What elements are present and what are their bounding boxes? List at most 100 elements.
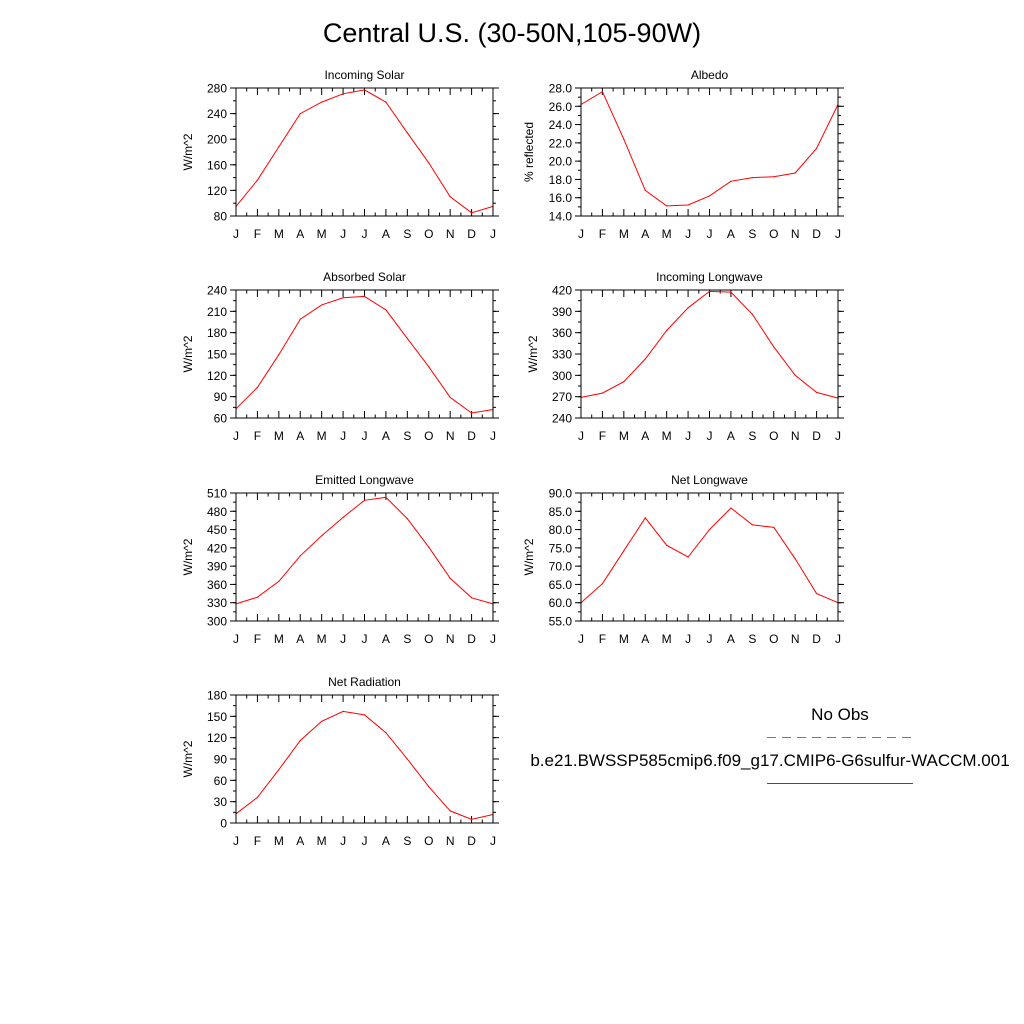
data-point [363, 89, 366, 91]
plot-frame [580, 492, 839, 622]
y-tick-label: 390 [552, 305, 572, 319]
data-point [278, 769, 280, 771]
data-point [773, 526, 775, 528]
y-tick-label: 240 [552, 412, 572, 426]
x-tick-label: J [340, 632, 346, 646]
x-tick-label: F [599, 632, 606, 646]
data-point [644, 189, 646, 191]
y-tick-label: 270 [552, 390, 572, 404]
x-tick-label: M [317, 632, 327, 646]
x-tick-label: F [599, 429, 606, 443]
x-tick-label: F [599, 227, 606, 241]
y-tick-label: 390 [207, 560, 227, 574]
x-tick-label: J [362, 834, 368, 848]
data-point [730, 291, 732, 293]
y-axis-label: W/m^2 [181, 133, 195, 170]
data-point [321, 535, 323, 537]
data-point [470, 818, 473, 821]
x-tick-label: N [446, 632, 455, 646]
x-tick-label: J [685, 632, 691, 646]
y-tick-label: 24.0 [549, 118, 573, 132]
y-tick-label: 240 [207, 284, 227, 298]
x-tick-label: J [578, 632, 584, 646]
data-point [449, 810, 451, 812]
data-point [299, 318, 301, 320]
x-tick-label: O [769, 632, 778, 646]
data-point [730, 507, 732, 509]
series-line [235, 710, 494, 820]
x-tick-label: A [382, 227, 390, 241]
x-tick-label: J [233, 429, 239, 443]
x-tick-label: M [662, 429, 672, 443]
y-tick-label: 180 [207, 326, 227, 340]
y-tick-label: 14.0 [549, 210, 573, 224]
data-point [406, 337, 408, 339]
data-point [321, 101, 323, 103]
y-tick-label: 420 [207, 541, 227, 555]
data-point [708, 195, 711, 197]
data-point [406, 518, 408, 520]
x-tick-label: J [835, 429, 841, 443]
data-point [623, 381, 625, 383]
x-tick-label: F [254, 429, 261, 443]
x-tick-label: J [490, 632, 496, 646]
x-tick-label: J [835, 227, 841, 241]
y-tick-label: 510 [207, 487, 227, 501]
data-point [342, 297, 344, 299]
x-tick-label: A [296, 632, 304, 646]
x-tick-label: J [490, 834, 496, 848]
data-point [794, 172, 796, 174]
y-tick-label: 150 [207, 710, 227, 724]
series-line [580, 90, 839, 207]
data-point [623, 550, 625, 552]
x-tick-label: M [274, 429, 284, 443]
y-tick-label: 180 [207, 689, 227, 703]
x-tick-label: J [362, 429, 368, 443]
data-point [687, 307, 689, 309]
data-point [470, 597, 473, 599]
data-point [687, 556, 689, 558]
x-tick-label: S [403, 632, 411, 646]
plot-frame [235, 694, 494, 824]
x-tick-label: A [296, 834, 304, 848]
x-tick-label: D [812, 632, 821, 646]
x-tick-label: F [254, 632, 261, 646]
x-tick-label: M [317, 429, 327, 443]
data-point [428, 162, 430, 164]
y-tick-label: 120 [207, 184, 227, 198]
data-point [321, 720, 323, 722]
data-point [321, 304, 323, 306]
x-tick-label: J [340, 834, 346, 848]
data-point [256, 796, 259, 799]
panel-title: Incoming Solar [324, 68, 404, 82]
y-tick-label: 160 [207, 158, 227, 172]
x-tick-label: A [727, 632, 735, 646]
data-point [751, 524, 753, 526]
data-point [299, 113, 301, 115]
y-tick-label: 55.0 [549, 615, 573, 629]
x-tick-label: O [424, 834, 433, 848]
data-point [666, 205, 668, 207]
x-tick-label: J [707, 429, 713, 443]
y-tick-label: 420 [552, 284, 572, 298]
data-point [815, 391, 818, 393]
panel-title: Incoming Longwave [656, 270, 763, 284]
x-tick-label: D [467, 227, 476, 241]
y-tick-label: 30 [214, 795, 228, 809]
y-tick-label: 65.0 [549, 578, 573, 592]
data-point [406, 758, 408, 760]
x-tick-label: D [467, 429, 476, 443]
data-point [428, 786, 430, 788]
y-tick-label: 210 [207, 305, 227, 319]
x-tick-label: A [382, 632, 390, 646]
data-point [449, 396, 451, 398]
data-point [278, 580, 280, 582]
x-tick-label: A [727, 227, 735, 241]
y-tick-label: 280 [207, 82, 227, 96]
series-line [235, 496, 494, 605]
data-point [385, 309, 387, 311]
